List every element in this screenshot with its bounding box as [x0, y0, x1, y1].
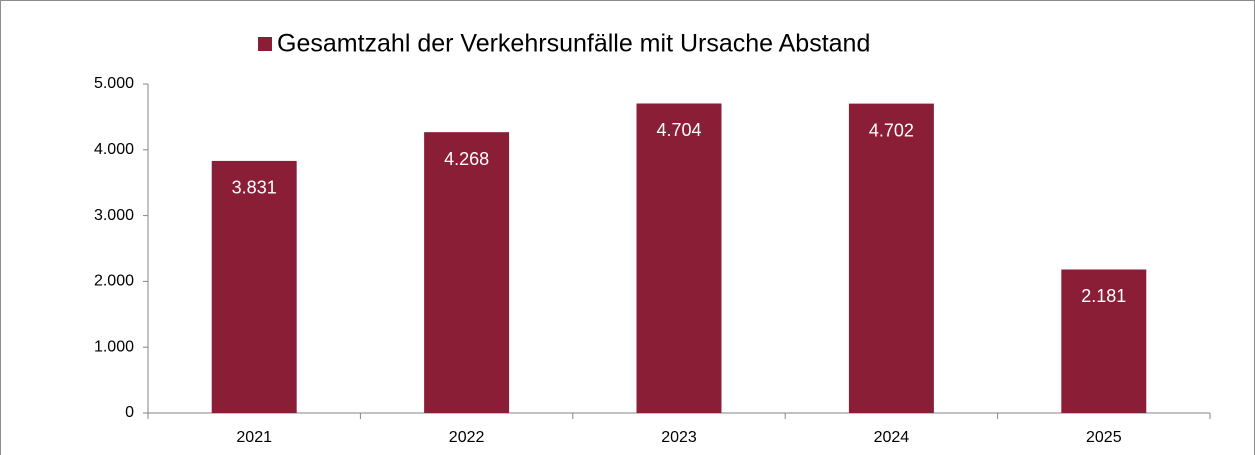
value-label: 4.704: [656, 120, 701, 140]
x-tick-label: 2025: [1086, 429, 1122, 446]
y-tick-label: 1.000: [94, 338, 134, 355]
bar: [211, 160, 297, 413]
value-label: 4.268: [444, 149, 489, 169]
y-tick-label: 4.000: [94, 141, 134, 158]
x-tick-label: 2024: [874, 429, 910, 446]
y-tick-label: 3.000: [94, 207, 134, 224]
x-tick-label: 2022: [449, 429, 485, 446]
bar: [424, 132, 510, 414]
legend-swatch: [258, 37, 272, 51]
value-label: 4.702: [869, 120, 914, 140]
y-tick-label: 0: [125, 404, 134, 421]
bar: [848, 103, 934, 413]
x-tick-label: 2023: [661, 429, 697, 446]
y-tick-label: 5.000: [94, 75, 134, 92]
x-tick-label: 2021: [236, 429, 272, 446]
bar: [1061, 269, 1147, 413]
bar: [636, 103, 722, 413]
legend-label: Gesamtzahl der Verkehrsunfälle mit Ursac…: [277, 30, 870, 58]
value-label: 3.831: [232, 178, 277, 198]
value-label: 2.181: [1081, 286, 1126, 306]
y-tick-label: 2.000: [94, 273, 134, 290]
